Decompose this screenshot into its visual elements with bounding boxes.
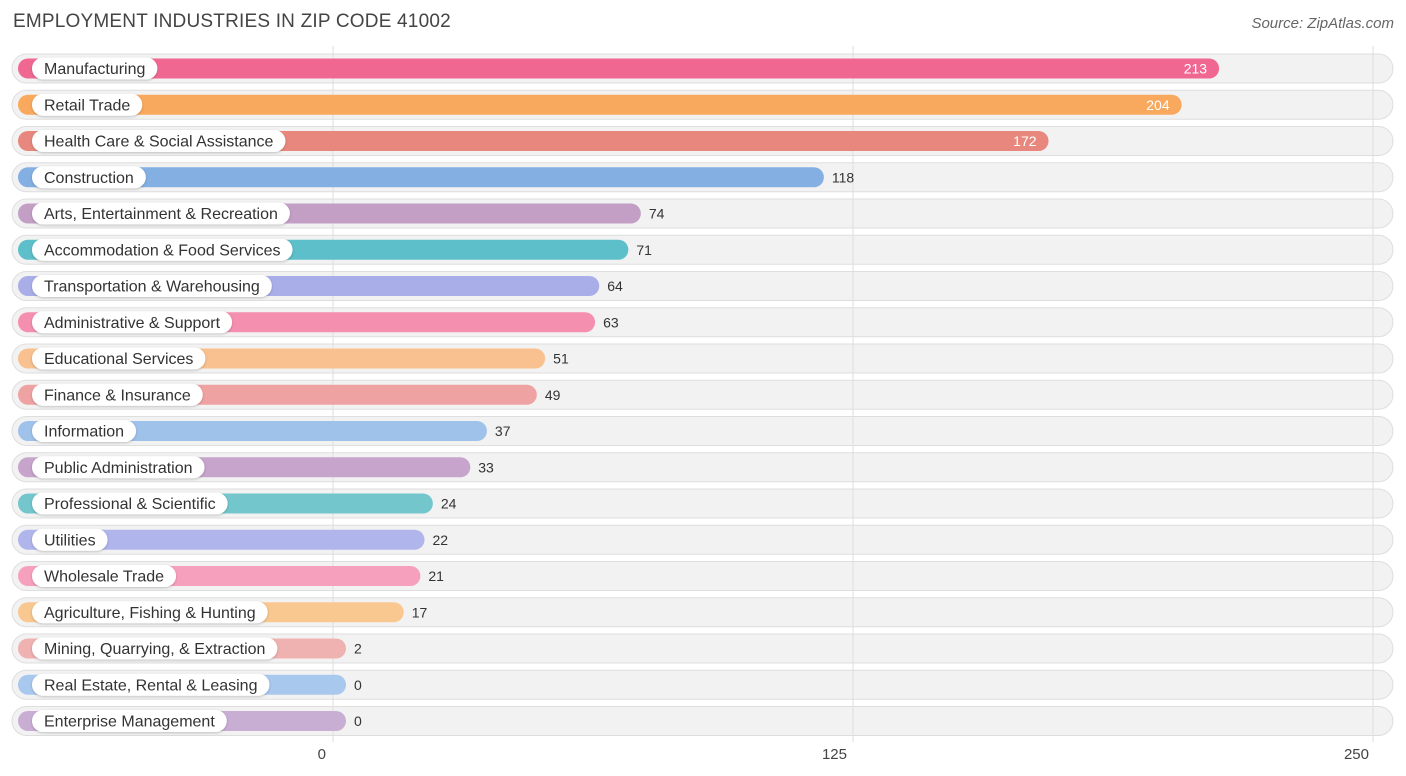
bar-category-label: Finance & Insurance <box>44 387 191 404</box>
bar-label-pill <box>32 565 177 587</box>
bar-category-label: Transportation & Warehousing <box>44 279 260 296</box>
bar-category-label: Enterprise Management <box>44 714 215 731</box>
bar-category-label: Administrative & Support <box>44 315 221 332</box>
row-track <box>11 706 1394 736</box>
bar-value-label: 118 <box>832 169 855 185</box>
bar-label-pill <box>32 130 286 152</box>
x-tick-label: 250 <box>1344 746 1369 763</box>
bar-category-label: Accommodation & Food Services <box>44 242 281 259</box>
bar-value-label: 172 <box>1013 133 1037 149</box>
bar-category-label: Manufacturing <box>44 61 145 78</box>
bar-value-label: 74 <box>649 206 665 222</box>
bar-category-label: Health Care & Social Assistance <box>44 134 274 151</box>
bar-value-label: 64 <box>607 278 623 294</box>
bar-value-label: 37 <box>495 423 511 439</box>
x-tick-label: 125 <box>822 746 847 763</box>
bar-category-label: Construction <box>44 170 134 187</box>
row-track <box>11 669 1394 700</box>
bar-label-pill <box>32 311 233 334</box>
bar-value-label: 213 <box>1184 61 1208 77</box>
bar-value-label: 71 <box>636 242 652 258</box>
bar-value-label: 204 <box>1146 97 1170 113</box>
bar-label-pill <box>32 238 293 261</box>
bar-value-label: 63 <box>603 314 619 330</box>
bar <box>18 529 425 550</box>
bar-value-label: 51 <box>553 351 569 367</box>
bar-category-label: Real Estate, Rental & Leasing <box>44 677 257 694</box>
bar-category-label: Mining, Quarrying, & Extraction <box>44 641 265 658</box>
bar-label-pill <box>32 383 203 406</box>
bar-value-label: 0 <box>354 713 362 729</box>
bar-label-pill <box>32 601 268 624</box>
bar-value-label: 33 <box>478 459 494 475</box>
bar-label-pill <box>32 710 227 732</box>
bar-category-label: Agriculture, Fishing & Hunting <box>44 605 256 622</box>
bar-value-label: 24 <box>441 496 457 512</box>
bar <box>18 421 487 441</box>
bar-category-label: Information <box>44 424 124 441</box>
bar-label-pill <box>32 456 205 479</box>
bar <box>18 167 824 188</box>
bar-label-pill <box>32 202 290 225</box>
bar-label-pill <box>32 637 278 660</box>
bar-value-label: 0 <box>354 677 362 693</box>
bar-category-label: Arts, Entertainment & Recreation <box>44 206 278 223</box>
bar-label-pill <box>32 420 137 442</box>
bar-category-label: Public Administration <box>44 460 193 477</box>
bar <box>18 94 1182 115</box>
bar-category-label: Utilities <box>44 532 96 549</box>
bar-label-pill <box>32 93 143 116</box>
bar-category-label: Retail Trade <box>44 97 130 114</box>
bar-label-pill <box>32 673 270 696</box>
bar-value-label: 2 <box>354 641 362 657</box>
x-tick-label: 0 <box>318 746 326 763</box>
bar-category-label: Professional & Scientific <box>44 496 216 513</box>
bar-label-pill <box>32 166 146 189</box>
bar-value-label: 21 <box>428 568 444 584</box>
chart-title: EMPLOYMENT INDUSTRIES IN ZIP CODE 41002 <box>13 11 451 32</box>
row-track <box>11 633 1394 664</box>
bar-label-pill <box>32 275 272 297</box>
bar-value-label: 22 <box>433 532 449 548</box>
chart-source: Source: ZipAtlas.com <box>1251 15 1394 32</box>
bar-label-pill <box>32 347 206 370</box>
bar <box>18 58 1220 79</box>
bar-category-label: Educational Services <box>44 351 193 368</box>
bar-label-pill <box>32 528 108 551</box>
bar-label-pill <box>32 492 228 515</box>
bar-value-label: 49 <box>545 387 561 403</box>
bar-category-label: Wholesale Trade <box>44 569 164 586</box>
bar-value-label: 17 <box>412 604 428 620</box>
bar-label-pill <box>32 57 158 80</box>
